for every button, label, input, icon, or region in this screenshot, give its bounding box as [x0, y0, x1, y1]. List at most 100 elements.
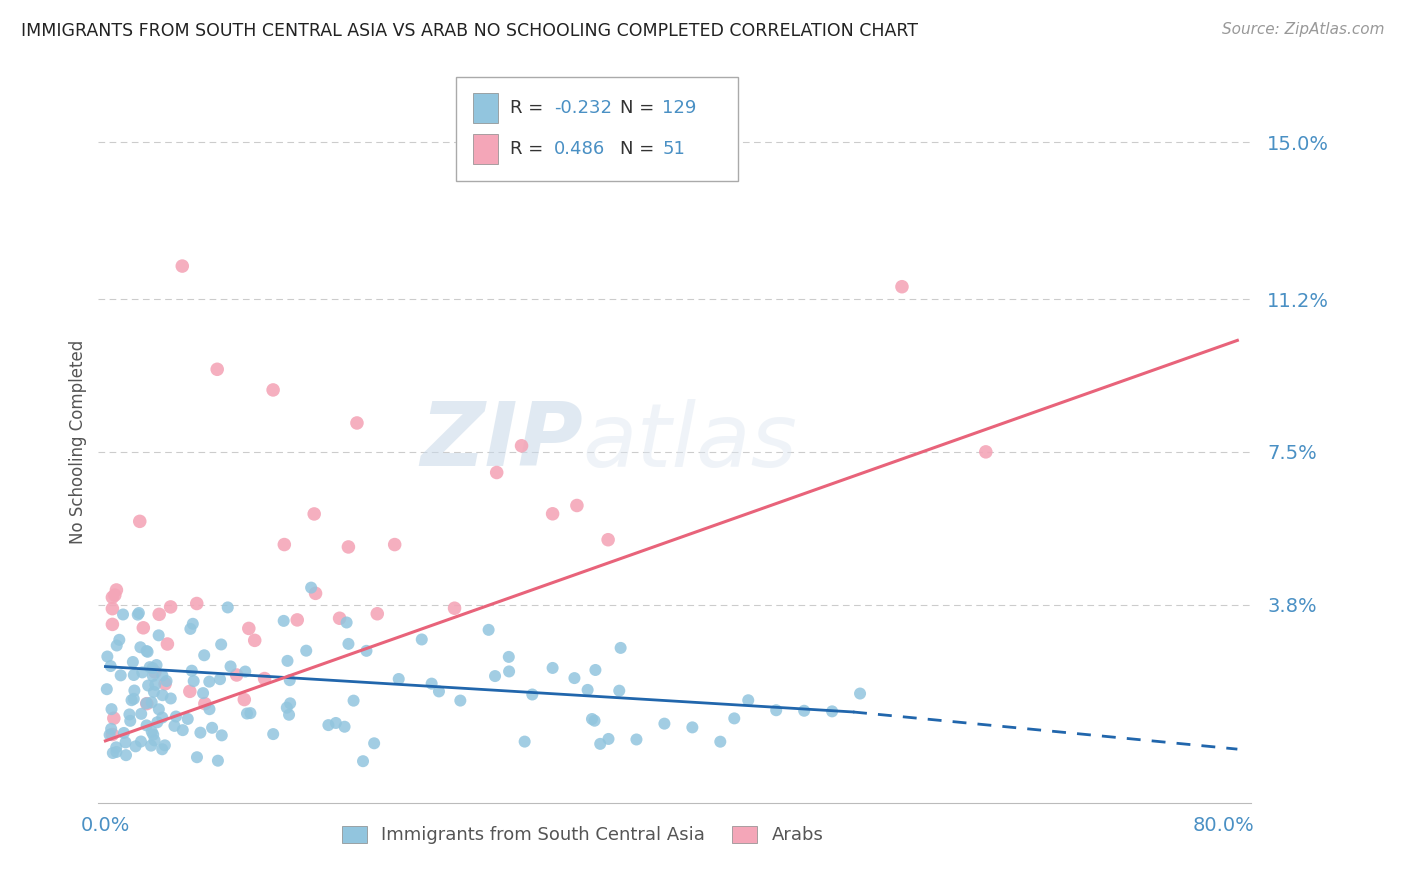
Point: [485, 466, 508, 480]
Point: [122, 668, 145, 682]
Point: [105, 639, 128, 653]
Text: -0.232: -0.232: [554, 99, 612, 117]
Point: [411, 632, 433, 647]
Point: [129, 706, 152, 721]
Point: [285, 613, 308, 627]
Point: [337, 637, 360, 651]
Point: [342, 693, 364, 707]
FancyBboxPatch shape: [472, 93, 499, 123]
Point: [384, 538, 406, 552]
Point: [153, 739, 176, 753]
Point: [598, 731, 620, 746]
Point: [103, 711, 125, 725]
Text: IMMIGRANTS FROM SOUTH CENTRAL ASIA VS ARAB NO SCHOOLING COMPLETED CORRELATION CH: IMMIGRANTS FROM SOUTH CENTRAL ASIA VS AR…: [21, 22, 918, 40]
Point: [565, 499, 588, 513]
Point: [522, 688, 544, 702]
Point: [143, 678, 166, 692]
Point: [607, 683, 630, 698]
Point: [163, 719, 186, 733]
Point: [541, 661, 564, 675]
Point: [737, 693, 759, 707]
Y-axis label: No Schooling Completed: No Schooling Completed: [69, 340, 87, 543]
Point: [420, 676, 443, 690]
Point: [654, 716, 676, 731]
Point: [262, 727, 284, 741]
Point: [541, 507, 564, 521]
Point: [238, 622, 260, 636]
Text: N =: N =: [620, 140, 659, 158]
Point: [122, 691, 145, 706]
Point: [352, 754, 374, 768]
Point: [484, 669, 506, 683]
Point: [124, 739, 146, 754]
Point: [110, 668, 132, 682]
Point: [135, 644, 157, 658]
Point: [142, 728, 165, 742]
Point: [114, 735, 136, 749]
Point: [181, 616, 204, 631]
Point: [128, 606, 150, 620]
Point: [427, 684, 450, 698]
Point: [101, 746, 124, 760]
Point: [177, 712, 200, 726]
Point: [148, 628, 170, 642]
Point: [273, 537, 295, 551]
Point: [186, 597, 208, 611]
Point: [148, 702, 170, 716]
Point: [709, 734, 731, 748]
Point: [142, 685, 165, 699]
Point: [135, 696, 157, 710]
Point: [179, 684, 201, 698]
Point: [136, 645, 159, 659]
Point: [765, 703, 787, 717]
Point: [205, 362, 228, 376]
Point: [112, 607, 135, 622]
Point: [333, 720, 356, 734]
Point: [108, 632, 131, 647]
Text: ZIP: ZIP: [420, 398, 582, 485]
Point: [276, 700, 298, 714]
Point: [155, 673, 177, 688]
Point: [356, 644, 378, 658]
Point: [295, 643, 318, 657]
Point: [262, 383, 284, 397]
Point: [325, 715, 347, 730]
Point: [128, 514, 150, 528]
Point: [129, 640, 152, 655]
Point: [253, 672, 276, 686]
FancyBboxPatch shape: [472, 134, 499, 164]
Point: [974, 445, 997, 459]
Point: [146, 715, 169, 730]
Point: [609, 640, 631, 655]
Point: [179, 622, 201, 636]
Point: [337, 540, 360, 554]
Point: [105, 745, 128, 759]
Point: [148, 607, 170, 622]
Point: [583, 663, 606, 677]
Point: [124, 683, 146, 698]
Point: [105, 740, 128, 755]
Point: [194, 697, 217, 711]
Point: [793, 704, 815, 718]
Point: [821, 704, 844, 718]
Text: 51: 51: [662, 140, 685, 158]
Point: [101, 591, 124, 605]
Point: [346, 416, 368, 430]
Point: [141, 695, 163, 709]
Point: [198, 702, 221, 716]
Point: [145, 658, 167, 673]
Point: [135, 718, 157, 732]
Point: [336, 615, 359, 630]
Point: [236, 706, 259, 721]
Point: [849, 687, 872, 701]
Point: [363, 736, 385, 750]
Point: [122, 655, 145, 669]
Point: [198, 674, 221, 689]
Point: [190, 725, 212, 739]
Point: [141, 724, 163, 739]
Point: [233, 665, 256, 679]
Point: [193, 648, 215, 663]
Point: [100, 659, 122, 673]
Text: 0.486: 0.486: [554, 140, 605, 158]
Point: [150, 668, 173, 682]
